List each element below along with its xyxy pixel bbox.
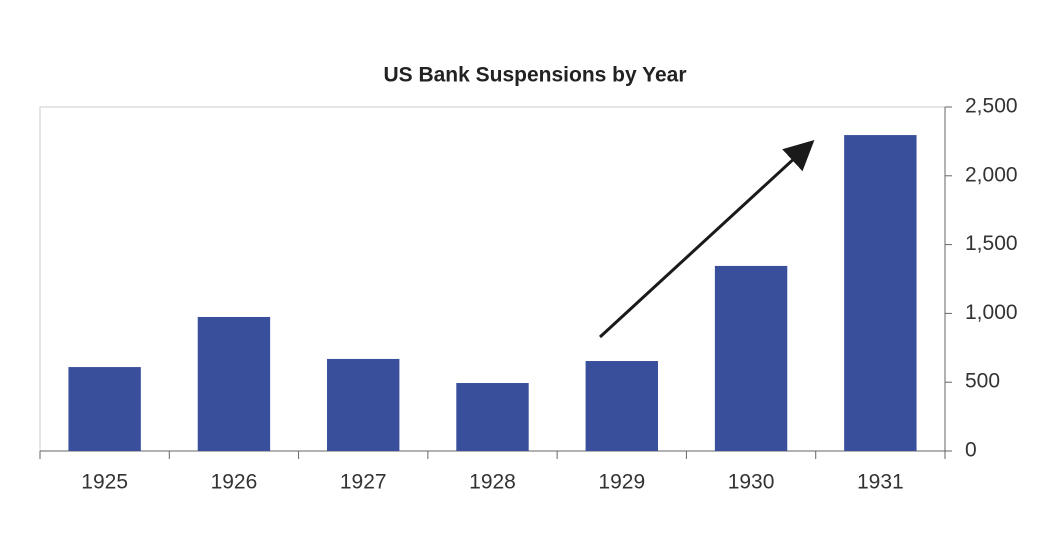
bar [714,265,788,451]
bar [68,367,141,451]
bar [456,383,529,451]
bar [197,316,271,451]
chart-title: US Bank Suspensions by Year [383,64,686,87]
y-tick-label: 500 [965,370,1000,393]
x-tick-label: 1926 [211,471,258,494]
x-tick-label: 1930 [728,471,775,494]
x-tick-label: 1927 [340,471,387,494]
x-tick-label: 1931 [857,471,904,494]
y-tick-label: 2,500 [965,95,1018,118]
bar [327,358,400,451]
x-tick-label: 1929 [598,471,645,494]
y-tick-label: 1,000 [965,301,1018,324]
y-tick-label: 2,000 [965,163,1018,186]
bar [844,135,917,451]
x-tick-label: 1928 [469,471,516,494]
y-tick-label: 0 [965,439,977,462]
bar [585,361,658,451]
trend-arrow [598,139,815,339]
y-tick-label: 1,500 [965,232,1018,255]
x-tick-label: 1925 [81,471,128,494]
